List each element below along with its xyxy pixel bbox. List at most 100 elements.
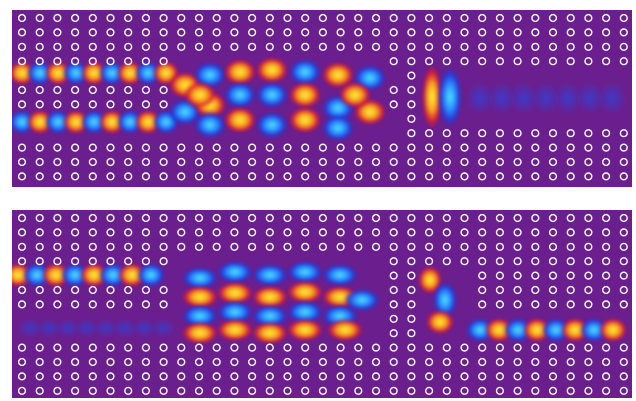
- rod: [141, 13, 151, 23]
- rod: [106, 172, 115, 181]
- rod: [460, 386, 469, 395]
- rod: [495, 228, 505, 237]
- field-lobe: [224, 107, 256, 133]
- field-lobe: [45, 110, 71, 134]
- rod: [460, 28, 469, 37]
- rod: [88, 57, 97, 66]
- rod: [389, 285, 398, 295]
- rod: [584, 213, 593, 223]
- rod: [354, 343, 363, 352]
- rod: [584, 13, 593, 23]
- field-lobe: [287, 319, 323, 341]
- field-lobe: [322, 62, 354, 88]
- rod: [478, 13, 487, 23]
- rod: [17, 372, 27, 381]
- rod: [371, 172, 381, 181]
- rod: [425, 372, 434, 381]
- field-lobe: [252, 264, 288, 286]
- rod: [124, 213, 133, 223]
- rod: [177, 213, 186, 223]
- rod: [619, 28, 628, 37]
- rod: [531, 28, 540, 37]
- rod: [88, 157, 97, 167]
- rod: [389, 57, 398, 66]
- rod: [141, 28, 151, 37]
- rod: [566, 213, 575, 223]
- field-lobe: [256, 112, 288, 138]
- rod: [407, 343, 416, 352]
- field-lobe: [322, 115, 354, 141]
- rod: [88, 357, 97, 367]
- rod: [460, 213, 469, 223]
- rod: [478, 257, 487, 266]
- rod: [17, 143, 27, 152]
- rod: [442, 213, 451, 223]
- rod: [354, 13, 363, 23]
- rod: [265, 42, 274, 51]
- rod: [194, 386, 204, 395]
- rod: [194, 143, 204, 152]
- rod: [354, 213, 363, 223]
- rod: [124, 242, 133, 251]
- rod: [371, 143, 381, 152]
- rod: [265, 157, 274, 167]
- rod: [230, 228, 239, 237]
- rod: [513, 357, 522, 367]
- rod: [301, 143, 310, 152]
- field-lobe: [81, 110, 107, 134]
- rod: [159, 242, 168, 251]
- rod: [106, 157, 115, 167]
- rod: [301, 172, 310, 181]
- rod: [513, 172, 522, 181]
- field-lobe: [184, 82, 216, 108]
- rod: [389, 28, 398, 37]
- rod: [318, 157, 328, 167]
- rod: [407, 100, 416, 109]
- rod: [53, 357, 62, 367]
- rod: [35, 143, 44, 152]
- rod: [212, 42, 221, 51]
- rod: [619, 129, 628, 138]
- rod: [584, 257, 593, 266]
- field-lobe: [182, 267, 218, 289]
- rod: [177, 357, 186, 367]
- rod: [194, 13, 204, 23]
- rod: [495, 300, 505, 309]
- rod: [88, 372, 97, 381]
- rod: [194, 228, 204, 237]
- rod: [88, 343, 97, 352]
- rod: [371, 228, 381, 237]
- rod: [354, 386, 363, 395]
- rod: [478, 372, 487, 381]
- rod: [53, 100, 62, 109]
- rod: [601, 386, 611, 395]
- rod: [35, 300, 44, 309]
- rod: [70, 343, 80, 352]
- rod: [265, 228, 274, 237]
- rod: [548, 386, 558, 395]
- rod: [53, 386, 62, 395]
- rod: [336, 143, 345, 152]
- rod: [371, 242, 381, 251]
- rod: [53, 143, 62, 152]
- rod: [389, 213, 398, 223]
- rod: [513, 343, 522, 352]
- rod: [619, 300, 628, 309]
- rod: [619, 228, 628, 237]
- rod: [159, 228, 168, 237]
- rod: [141, 213, 151, 223]
- field-lobe: [135, 61, 161, 85]
- rod: [495, 242, 505, 251]
- rod: [212, 228, 221, 237]
- rod: [478, 271, 487, 280]
- rod: [371, 372, 381, 381]
- rod: [336, 213, 345, 223]
- rod: [566, 172, 575, 181]
- rod: [584, 372, 593, 381]
- field-lobe: [418, 266, 442, 294]
- rod: [106, 57, 115, 66]
- rod: [159, 300, 168, 309]
- rod: [531, 242, 540, 251]
- rod: [177, 172, 186, 181]
